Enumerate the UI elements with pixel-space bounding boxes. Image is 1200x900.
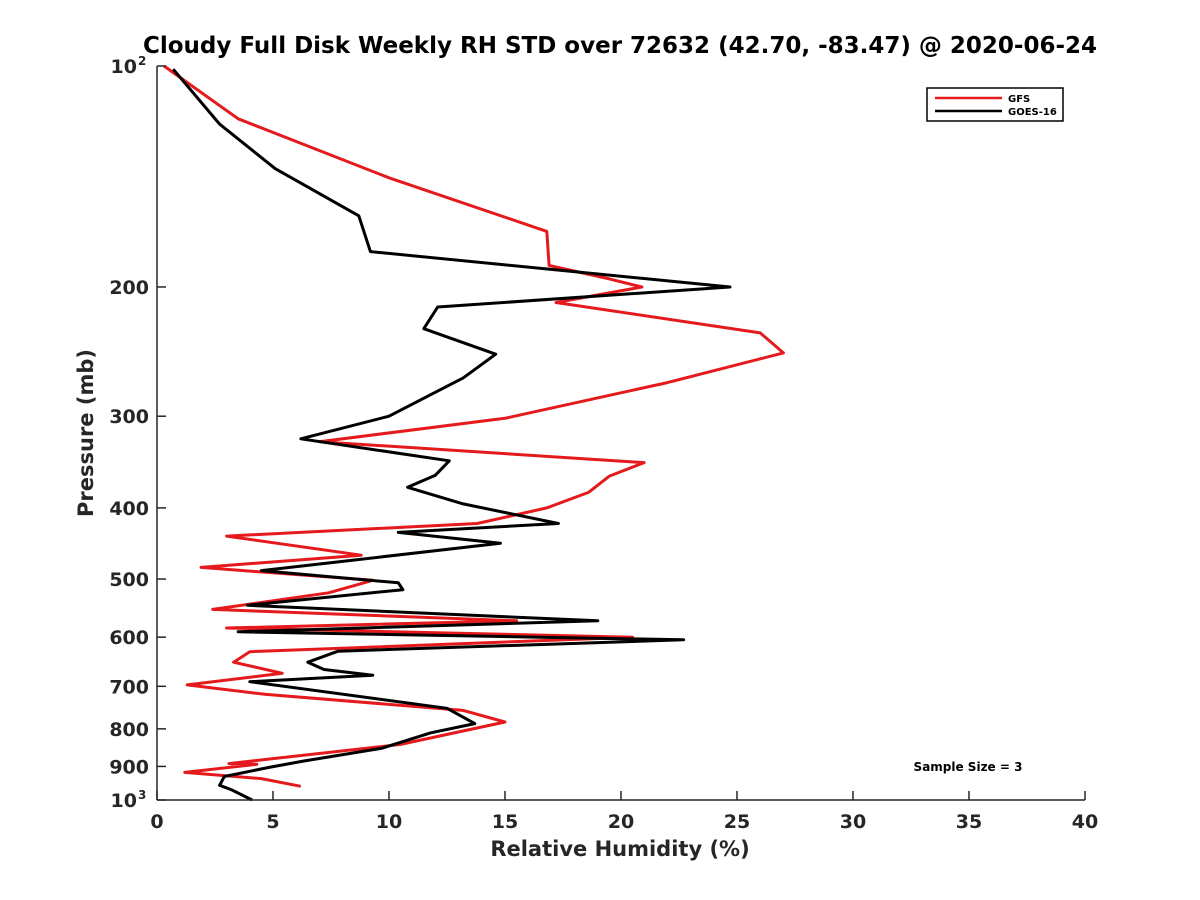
- y-tick-label: 600: [109, 627, 149, 649]
- y-tick-label: 400: [109, 498, 149, 520]
- series-line-0: [163, 64, 785, 788]
- x-tick-label: 10: [376, 811, 402, 833]
- legend: GFS GOES-16: [926, 87, 1064, 122]
- x-tick-label: 30: [840, 811, 866, 833]
- y-tick-exponent: 3: [138, 788, 146, 802]
- y-tick-exponent: 2: [138, 54, 146, 68]
- x-axis-ticks: 0 5 10 15 20 25 30 35 40: [150, 791, 1098, 833]
- y-axis-label: Pressure (mb): [74, 349, 98, 517]
- x-tick-label: 15: [492, 811, 518, 833]
- y-tick-label: 900: [109, 756, 149, 778]
- legend-box: [926, 87, 1064, 122]
- x-tick-label: 40: [1072, 811, 1098, 833]
- chart-title: Cloudy Full Disk Weekly RH STD over 7263…: [143, 33, 1097, 59]
- series-lines: [163, 64, 785, 802]
- y-tick-label: 800: [109, 719, 149, 741]
- x-axis-label: Relative Humidity (%): [490, 837, 749, 861]
- y-tick-label: 700: [109, 676, 149, 698]
- y-tick-label: 10: [111, 790, 137, 812]
- legend-label: GOES-16: [1008, 107, 1057, 118]
- x-tick-label: 20: [608, 811, 634, 833]
- axes: [156, 66, 1085, 801]
- y-tick-label: 200: [109, 277, 149, 299]
- series-line-1: [172, 68, 732, 802]
- y-tick-label: 300: [109, 406, 149, 428]
- x-tick-label: 35: [956, 811, 982, 833]
- legend-label: GFS: [1008, 94, 1030, 105]
- sample-size-annotation: Sample Size = 3: [914, 760, 1023, 774]
- y-tick-label: 500: [109, 569, 149, 591]
- x-tick-label: 0: [150, 811, 163, 833]
- x-tick-label: 5: [266, 811, 279, 833]
- x-tick-label: 25: [724, 811, 750, 833]
- y-tick-label: 10: [111, 56, 137, 78]
